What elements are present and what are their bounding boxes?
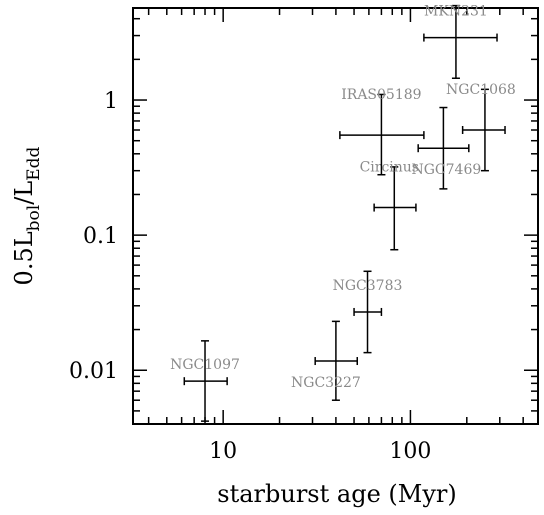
data-point: NGC3783: [333, 270, 403, 354]
point-label: NGC3783: [333, 278, 403, 294]
y-axis-label-sub2: Edd: [24, 146, 44, 180]
point-label: NGC1068: [446, 82, 516, 98]
x-tick-label: 10: [209, 439, 237, 464]
data-point: NGC1068: [446, 82, 516, 172]
data-point: MKN231: [423, 4, 498, 79]
axis-tick-labels: 10 100 0.01 0.1 1: [69, 89, 431, 464]
data-points: NGC1097 NGC3227 NGC3783 Circinus IRAS05189 NG…: [170, 4, 516, 422]
y-axis-label-sub1: bol: [24, 205, 44, 232]
data-point: Circinus: [360, 160, 419, 251]
data-point: NGC1097: [170, 340, 240, 422]
x-tick-label: 100: [389, 439, 431, 464]
axis-ticks: [133, 8, 538, 425]
y-tick-label: 1: [104, 89, 118, 114]
point-label: Circinus: [360, 160, 419, 176]
y-axis-label-slash: /L: [10, 181, 38, 205]
x-axis-label: starburst age (Myr): [217, 480, 456, 508]
point-label: NGC3227: [291, 375, 361, 391]
data-point: NGC3227: [291, 320, 361, 401]
y-axis-label-main: 0.5L: [10, 231, 38, 285]
point-label: IRAS05189: [341, 87, 421, 103]
y-tick-label: 0.1: [83, 224, 118, 249]
data-point: NGC7469: [412, 106, 482, 190]
point-label: NGC1097: [170, 357, 240, 373]
data-point: IRAS05189: [339, 87, 425, 176]
point-label: MKN231: [424, 4, 488, 20]
y-axis-label: 0.5Lbol/LEdd: [10, 146, 44, 285]
point-label: NGC7469: [412, 162, 482, 178]
y-tick-label: 0.01: [69, 359, 118, 384]
